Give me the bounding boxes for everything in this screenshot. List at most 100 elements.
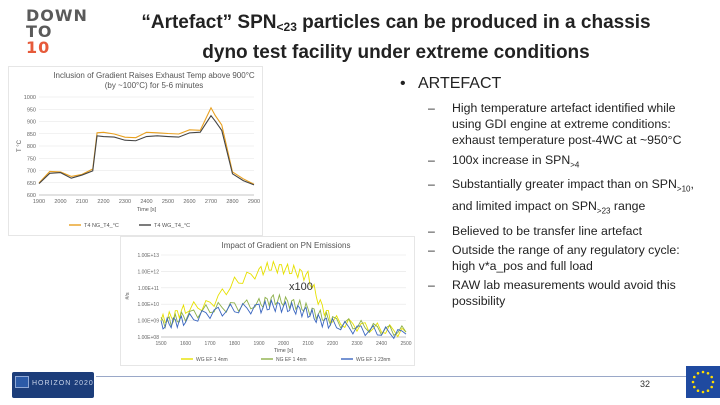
legend-label: WG EF 1 23nm bbox=[356, 357, 390, 363]
temperature-chart: Inclusion of Gradient Raises Exhaust Tem… bbox=[8, 66, 263, 236]
eu-star bbox=[693, 375, 696, 379]
eu-star bbox=[691, 380, 695, 384]
bullet-dot: • bbox=[400, 75, 406, 92]
subpoint-dash: – bbox=[428, 152, 435, 167]
subpoint-text: High temperature artefact identified whi… bbox=[452, 101, 682, 148]
legend-label: T4 WG_T4_°C bbox=[154, 223, 190, 229]
x-tick-label: 1900 bbox=[33, 199, 45, 205]
y-tick-label: 1.00E+12 bbox=[137, 269, 159, 275]
y-tick-label: 1.00E+10 bbox=[137, 302, 159, 308]
y-tick-label: 850 bbox=[27, 132, 36, 138]
subpoint-text: Outside the range of any regulatory cycl… bbox=[452, 242, 680, 273]
down-to-ten-logo: DOWN TO 10 bbox=[26, 6, 88, 62]
y-tick-label: 600 bbox=[27, 193, 36, 199]
logo-line-3: 10 bbox=[26, 38, 51, 57]
subpoint-dash: – bbox=[428, 242, 435, 257]
x-tick-label: 2300 bbox=[351, 341, 362, 347]
series-line-1 bbox=[38, 114, 255, 186]
subpoint-list: – High temperature artefact identified wh… bbox=[428, 100, 700, 313]
y-tick-label: 1.00E+13 bbox=[137, 253, 159, 259]
eu-star bbox=[693, 385, 696, 389]
title-part-2: particles can be produced in a chassis bbox=[296, 12, 651, 33]
y-axis-label: T °C bbox=[17, 139, 23, 152]
subpoint-text: 100x increase in SPN>4 bbox=[452, 152, 580, 170]
series-line-0 bbox=[160, 259, 407, 338]
x-tick-label: 2400 bbox=[140, 199, 152, 205]
subpoint-text: Believed to be transfer line artefact bbox=[452, 223, 643, 238]
title-line-1: “Artefact” SPN<23 particles can be produ… bbox=[96, 10, 696, 40]
title-part-1: “Artefact” SPN bbox=[141, 12, 277, 33]
x-axis-label: Time [s] bbox=[274, 348, 294, 354]
x-tick-label: 2400 bbox=[376, 341, 387, 347]
eu-badge-icon bbox=[15, 376, 29, 388]
pn-chart-title: Impact of Gradient on PN Emissions bbox=[221, 241, 351, 250]
temperature-chart-plot: 600 650 700 750 800 850 900 950 1000 1900 2000 2100… bbox=[17, 95, 260, 229]
subpoint-item: – Believed to be transfer line artefact bbox=[428, 223, 700, 239]
x-tick-label: 2000 bbox=[278, 341, 289, 347]
eu-star bbox=[696, 389, 700, 392]
y-tick-label: 700 bbox=[27, 169, 36, 175]
eu-star bbox=[701, 370, 705, 374]
x-tick-label: 2900 bbox=[248, 199, 260, 205]
subpoint-dash: – bbox=[428, 177, 435, 192]
y-tick-label: 800 bbox=[27, 144, 36, 150]
x-tick-label: 2800 bbox=[226, 199, 238, 205]
x-tick-label: 2100 bbox=[302, 341, 313, 347]
eu-star bbox=[701, 390, 705, 394]
x-axis-label: Time [s] bbox=[137, 207, 157, 213]
eu-star bbox=[710, 375, 713, 379]
x100-annotation: x100 bbox=[289, 281, 313, 293]
x-tick-label: 2200 bbox=[97, 199, 109, 205]
bullet-label: ARTEFACT bbox=[418, 75, 502, 92]
title-subscript: <23 bbox=[276, 20, 297, 34]
subpoint-text: RAW lab measurements would avoid this po… bbox=[452, 278, 676, 309]
pn-emissions-chart: Impact of Gradient on PN Emissions 1.00E… bbox=[120, 236, 415, 366]
subpoint-item: – RAW lab measurements would avoid this p… bbox=[428, 277, 700, 309]
y-tick-label: 1.00E+11 bbox=[138, 286, 159, 292]
subpoint-dash: – bbox=[428, 101, 435, 115]
series-line-2 bbox=[160, 298, 407, 340]
y-tick-label: 750 bbox=[27, 156, 36, 162]
y-tick-label: 1.00E+09 bbox=[137, 319, 159, 325]
artefact-bullet: • ARTEFACT bbox=[400, 75, 501, 93]
subpoint-text: Substantially greater impact than on SPN… bbox=[452, 177, 694, 216]
x-tick-label: 2700 bbox=[205, 199, 217, 205]
eu-star bbox=[706, 372, 710, 375]
x-tick-label: 1700 bbox=[204, 341, 215, 347]
x-tick-label: 2500 bbox=[400, 341, 411, 347]
eu-star bbox=[711, 380, 715, 384]
slide-title: “Artefact” SPN<23 particles can be produ… bbox=[96, 10, 696, 66]
y-tick-label: 1.00E+08 bbox=[137, 335, 159, 341]
x-tick-label: 2200 bbox=[327, 341, 338, 347]
title-line-2: dyno test facility under extreme conditi… bbox=[202, 42, 590, 63]
legend-label: NG EF 1 4nm bbox=[276, 357, 307, 363]
subpoint-dash: – bbox=[428, 223, 435, 238]
eu-flag-icon bbox=[686, 366, 720, 398]
horizon-2020-logo: HORIZON 2020 bbox=[12, 372, 94, 398]
x-tick-label: 2500 bbox=[162, 199, 174, 205]
logo-line-2: TO bbox=[26, 22, 53, 41]
page-number: 32 bbox=[640, 379, 651, 389]
x-tick-label: 1600 bbox=[180, 341, 191, 347]
footer-divider bbox=[96, 376, 686, 377]
x-tick-label: 2300 bbox=[119, 199, 131, 205]
eu-star bbox=[706, 389, 710, 392]
temperature-chart-title: Inclusion of Gradient Raises Exhaust Tem… bbox=[53, 71, 255, 90]
x-tick-label: 2600 bbox=[183, 199, 195, 205]
x-tick-label: 2000 bbox=[54, 199, 66, 205]
subpoint-item: – Outside the range of any regulatory cyc… bbox=[428, 242, 700, 274]
subpoint-dash: – bbox=[428, 278, 435, 293]
y-tick-label: 1000 bbox=[24, 95, 36, 101]
x-tick-label: 1800 bbox=[229, 341, 240, 347]
logo-line-1: DOWN bbox=[26, 6, 88, 25]
x-tick-label: 1900 bbox=[253, 341, 264, 347]
x-tick-label: 2100 bbox=[76, 199, 88, 205]
legend-label: WG EF 1 4nm bbox=[196, 357, 228, 363]
subpoint-item: – 100x increase in SPN>4 bbox=[428, 152, 700, 174]
eu-star bbox=[710, 385, 713, 389]
y-tick-label: 900 bbox=[27, 120, 36, 126]
series-line-0 bbox=[38, 106, 255, 185]
y-tick-label: 950 bbox=[27, 107, 36, 113]
y-axis-label: #/s bbox=[125, 292, 131, 300]
eu-star bbox=[696, 372, 700, 375]
